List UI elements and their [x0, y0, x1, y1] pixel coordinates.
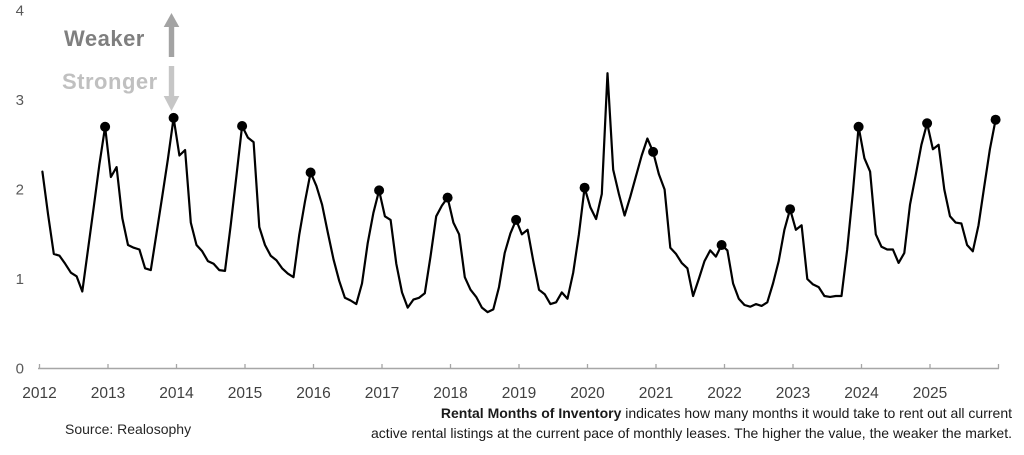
weaker-up-arrow-icon — [163, 13, 180, 57]
y-tick-label: 3 — [16, 92, 24, 109]
x-tick-label: 2025 — [913, 385, 947, 402]
x-tick-label: 2016 — [296, 385, 330, 402]
stronger-label: Stronger — [62, 69, 158, 94]
source-note: Source: Realosophy — [65, 421, 192, 437]
weaker-label: Weaker — [64, 26, 145, 51]
y-tick-label: 4 — [16, 3, 24, 20]
peak-marker-dot — [579, 182, 590, 193]
caption-line-1: Rental Months of Inventory indicates how… — [312, 403, 1012, 423]
peak-marker-dot — [237, 121, 248, 131]
caption-line-1-rest: indicates how many months it would take … — [621, 405, 1012, 421]
x-tick-label: 2014 — [159, 385, 194, 402]
x-tick-label: 2015 — [228, 385, 262, 402]
peak-marker-dot — [716, 240, 727, 250]
peak-marker-dot — [511, 214, 522, 225]
peak-marker-dot — [990, 114, 1001, 125]
x-tick-label: 2019 — [502, 385, 536, 402]
peak-marker-dot — [305, 167, 316, 178]
peak-marker-dot — [100, 121, 111, 132]
x-tick-label: 2018 — [433, 385, 467, 402]
caption-line-2: active rental listings at the current pa… — [371, 425, 1012, 441]
x-tick-label: 2017 — [365, 385, 399, 402]
y-tick-label: 0 — [16, 361, 24, 378]
peak-marker-dot — [168, 112, 179, 123]
peak-marker-dot — [648, 146, 659, 157]
y-tick-label: 2 — [16, 182, 24, 199]
series-line — [41, 72, 997, 314]
peak-marker-dot — [374, 185, 385, 196]
x-tick-label: 2024 — [844, 385, 879, 402]
peak-marker-dot — [853, 121, 864, 132]
chart-caption: Rental Months of Inventory indicates how… — [312, 403, 1012, 443]
peak-marker-dot — [442, 192, 453, 203]
x-tick-label: 2021 — [639, 385, 673, 402]
x-tick-label: 2013 — [91, 385, 125, 402]
caption-bold-lead: Rental Months of Inventory — [440, 405, 622, 421]
y-tick-label: 1 — [16, 271, 24, 288]
x-tick-label: 2020 — [570, 385, 605, 402]
peak-marker-dot — [785, 204, 796, 215]
stronger-down-arrow-icon — [163, 66, 180, 111]
x-tick-label: 2022 — [707, 385, 741, 402]
peak-marker-dot — [922, 118, 933, 129]
x-tick-label: 2012 — [22, 385, 56, 402]
x-tick-label: 2023 — [776, 385, 810, 402]
